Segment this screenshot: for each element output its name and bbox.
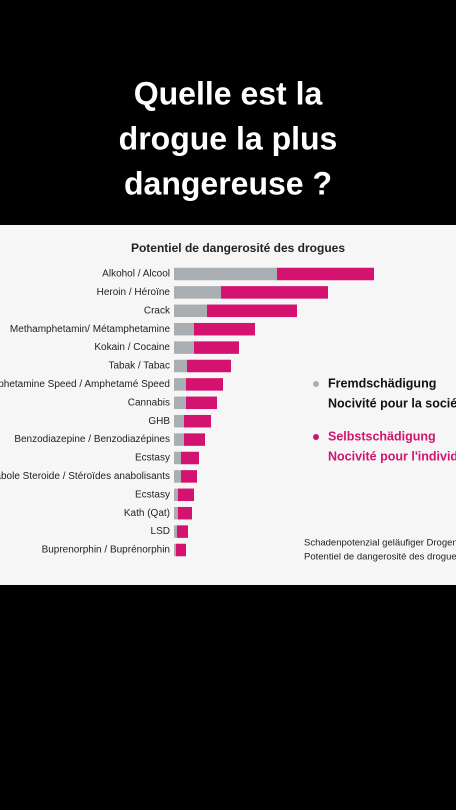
category-label: Kokain / Cocaine xyxy=(94,342,170,353)
bar-segment xyxy=(174,525,177,538)
category-label: Tabak / Tabac xyxy=(108,361,170,372)
bar-segment xyxy=(174,267,277,281)
bar-segment xyxy=(174,359,187,373)
bar-segment xyxy=(181,451,199,465)
chart-title: Potentiel de dangerosité des drogues xyxy=(131,241,345,255)
bar-segment xyxy=(174,322,194,336)
bar-segment xyxy=(186,396,217,410)
bar-segment xyxy=(194,322,255,336)
bar-segment xyxy=(277,267,374,281)
bar-segment xyxy=(174,286,221,299)
bar-segment xyxy=(174,451,181,465)
headline: Quelle est la xyxy=(134,75,323,111)
bar-segment xyxy=(174,470,181,483)
bar-segment xyxy=(174,488,178,502)
chart-panel xyxy=(0,225,456,585)
bar-segment xyxy=(174,414,184,428)
category-label: Alkohol / Alcool xyxy=(102,269,170,280)
bar-segment xyxy=(194,341,239,354)
category-label: Ecstasy xyxy=(135,489,170,500)
bar-segment xyxy=(174,341,194,354)
category-label: Cannabis xyxy=(128,397,170,408)
category-label: Buprenorphin / Buprénorphin xyxy=(42,545,170,556)
category-label: Methamphetamin/ Métamphetamine xyxy=(10,324,171,335)
legend-label: Fremdschädigung xyxy=(328,376,436,390)
category-label: Amphetamine Speed / Amphetamé Speed xyxy=(0,379,170,390)
legend-marker xyxy=(313,381,319,387)
bar-segment xyxy=(174,378,186,391)
category-label: Anabole Steroide / Stéroïdes anabolisant… xyxy=(0,471,170,482)
category-label: Kath (Qat) xyxy=(124,508,170,519)
category-label: LSD xyxy=(151,526,170,537)
bar-segment xyxy=(174,396,186,410)
bar-segment xyxy=(176,543,186,557)
bar-segment xyxy=(221,286,328,299)
headline: dangereuse ? xyxy=(124,165,332,201)
bar-segment xyxy=(207,304,297,318)
bar-segment xyxy=(184,414,211,428)
bar-segment xyxy=(174,506,178,520)
category-label: GHB xyxy=(148,416,170,427)
category-label: Benzodiazepine / Benzodiazépines xyxy=(14,434,170,445)
bar-segment xyxy=(184,433,205,446)
bar-segment xyxy=(186,378,223,391)
bar-segment xyxy=(177,525,188,538)
source: Potentiel de dangerosité des drogues xyxy=(304,552,456,563)
bar-segment xyxy=(187,359,231,373)
category-label: Ecstasy xyxy=(135,453,170,464)
bar-segment xyxy=(174,543,176,557)
legend-label: Selbstschädigung xyxy=(328,429,436,443)
bar-segment xyxy=(174,433,184,446)
source: Schadenpotenzial geläufiger Drogen xyxy=(304,538,456,549)
category-label: Heroin / Héroïne xyxy=(97,287,171,298)
bar-segment xyxy=(174,304,207,318)
legend-marker xyxy=(313,434,319,440)
category-label: Crack xyxy=(144,305,171,316)
bar-segment xyxy=(181,470,197,483)
bar-segment xyxy=(178,488,194,502)
headline: drogue la plus xyxy=(119,120,338,156)
legend-label: Nocivité pour l'individu xyxy=(328,449,456,463)
legend-label: Nocivité pour la société xyxy=(328,396,456,410)
bar-segment xyxy=(178,506,192,520)
